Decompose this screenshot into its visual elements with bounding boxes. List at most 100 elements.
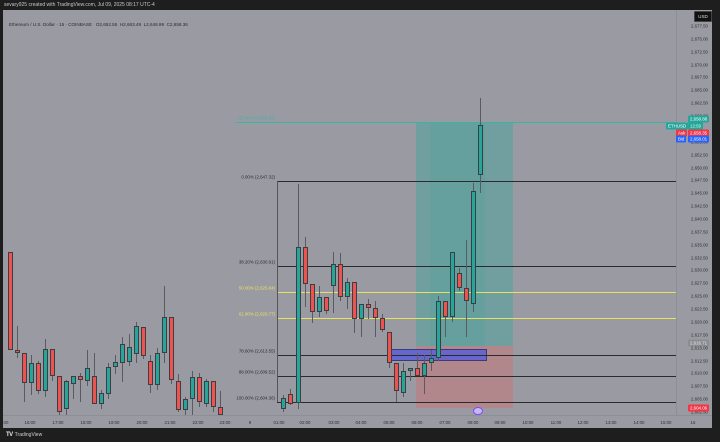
- time-axis-label: 02:00: [299, 420, 311, 425]
- price-axis-label: 2,610.00: [690, 370, 708, 376]
- time-axis-label: 03:00: [328, 420, 340, 425]
- bullish-candle: [422, 363, 427, 376]
- candle-wick: [87, 350, 88, 387]
- time-axis-label: 19:00: [108, 420, 120, 425]
- alert-bubble-icon[interactable]: [473, 407, 483, 415]
- time-axis-label: 16: [690, 420, 696, 425]
- time-axis-label: 12:00: [577, 420, 589, 425]
- ohlc-close: C2,658.36: [166, 22, 188, 27]
- share-header: sevary925 created with TradingView.com, …: [0, 0, 720, 10]
- fib-level-line[interactable]: [277, 317, 676, 319]
- bullish-candle: [401, 370, 406, 393]
- bearish-candle: [380, 317, 385, 330]
- bearish-candle: [57, 375, 62, 412]
- time-axis-label: 04:00: [355, 420, 367, 425]
- bullish-candle: [43, 348, 48, 392]
- price-axis-label: 2,667.50: [690, 74, 708, 80]
- bearish-candle: [218, 406, 223, 415]
- bearish-candle: [352, 282, 357, 320]
- bullish-candle: [120, 343, 125, 364]
- bullish-candle: [106, 367, 111, 394]
- bearish-candle: [338, 263, 343, 298]
- fib-level-label: 61.80% (2,620.77): [238, 311, 275, 317]
- time-axis-label: 21:00: [164, 420, 176, 425]
- price-axis-label: 2,677.50: [690, 23, 708, 29]
- fib-level-label: 88.00% (2,609.52): [238, 369, 275, 375]
- bullish-candle: [317, 297, 322, 312]
- countdown-tag: 12:59: [688, 122, 703, 130]
- low-price-tag: 2,604.06: [688, 404, 710, 412]
- price-axis-label: 2,640.00: [690, 216, 708, 222]
- bearish-candle: [373, 307, 378, 318]
- bearish-candle: [303, 246, 308, 285]
- candle-wick: [80, 373, 81, 402]
- bid-price-tag: 2,658.01: [688, 135, 710, 143]
- fib-anchor-line: [277, 181, 278, 403]
- symbol-title: Ethereum / U.S. Dollar · 15 · COINBASE: [9, 22, 92, 27]
- tradingview-brand: TV TradingView: [6, 432, 42, 438]
- time-axis-label: 09:00: [494, 420, 506, 425]
- candle-wick: [220, 391, 221, 415]
- candle-wick: [73, 375, 74, 400]
- fib-level-line[interactable]: [277, 355, 676, 357]
- fib-level-label: 78.60% (2,613.55): [238, 348, 275, 354]
- time-axis-label: 16:00: [24, 420, 36, 425]
- bearish-candle: [15, 350, 20, 353]
- chart-pane[interactable]: Ethereum / U.S. Dollar · 15 · COINBASE O…: [3, 10, 676, 415]
- price-axis-label: 2,662.50: [690, 100, 708, 106]
- bullish-candle: [471, 190, 476, 304]
- time-axis-label: 13:00: [605, 420, 617, 425]
- fib-level-line[interactable]: [277, 402, 676, 404]
- price-axis[interactable]: 2,677.50 2,675.00 2,672.50 2,670.00 2,667.50…: [676, 10, 713, 415]
- fib-level-line[interactable]: [277, 291, 676, 293]
- fib-level-line[interactable]: [277, 181, 676, 183]
- fib-level-line[interactable]: [277, 375, 676, 377]
- bearish-candle: [197, 377, 202, 402]
- bullish-candle: [204, 381, 209, 405]
- time-axis-label: 22:00: [192, 420, 204, 425]
- bearish-candle: [387, 332, 392, 364]
- bullish-candle: [29, 363, 34, 383]
- ask-price-tag: 2,658.35: [688, 129, 710, 137]
- price-axis-label: 2,635.00: [690, 242, 708, 248]
- fib-level-label: 0.00% (2,647.32): [241, 174, 275, 180]
- ask-label-tag: Ask: [676, 129, 688, 137]
- bearish-candle: [415, 368, 420, 376]
- candle-wick: [361, 314, 362, 338]
- bullish-candle: [134, 326, 139, 354]
- brand-name: TradingView: [14, 432, 43, 438]
- price-axis-label: 2,625.00: [690, 293, 708, 299]
- price-axis-label: 2,612.50: [690, 358, 708, 364]
- bearish-candle: [22, 352, 27, 383]
- bullish-candle: [408, 368, 413, 371]
- bullish-candle: [450, 252, 455, 317]
- price-axis-label: 2,652.50: [690, 152, 708, 158]
- crosshair-price-tag: 2,616.71: [688, 339, 710, 347]
- price-axis-label: 2,645.00: [690, 190, 708, 196]
- time-axis[interactable]: 00 16:00 17:00 18:00 19:00 20:00 21:00 22:00 23:…: [3, 415, 712, 429]
- symbol-legend: Ethereum / U.S. Dollar · 15 · COINBASE O…: [9, 22, 188, 27]
- bearish-candle: [148, 360, 153, 385]
- price-axis-label: 2,642.50: [690, 203, 708, 209]
- candle-wick: [445, 301, 446, 338]
- time-axis-label: 06:00: [411, 420, 423, 425]
- candle-wick: [368, 298, 369, 320]
- long-position-profit-zone[interactable]: [416, 123, 513, 346]
- bearish-candle: [310, 284, 315, 312]
- bullish-candle: [155, 352, 160, 385]
- time-axis-label: 10:00: [522, 420, 534, 425]
- bullish-candle: [183, 399, 188, 411]
- ohlc-high: H2,663.49: [119, 22, 142, 27]
- bullish-candle: [296, 246, 301, 404]
- created-by-text: sevary925 created with TradingView.com, …: [4, 2, 155, 8]
- price-axis-label: 2,670.00: [690, 62, 708, 68]
- price-axis-label: 2,615.00: [690, 345, 708, 351]
- tradingview-logo-icon: TV: [6, 432, 13, 438]
- fib-level-line[interactable]: [236, 121, 676, 123]
- fib-level-line[interactable]: [277, 265, 676, 267]
- bullish-candle: [127, 346, 132, 363]
- time-axis-label: 23:00: [219, 420, 231, 425]
- time-axis-label: 17:00: [52, 420, 64, 425]
- bearish-candle: [141, 327, 146, 357]
- currency-button[interactable]: USD: [694, 11, 712, 22]
